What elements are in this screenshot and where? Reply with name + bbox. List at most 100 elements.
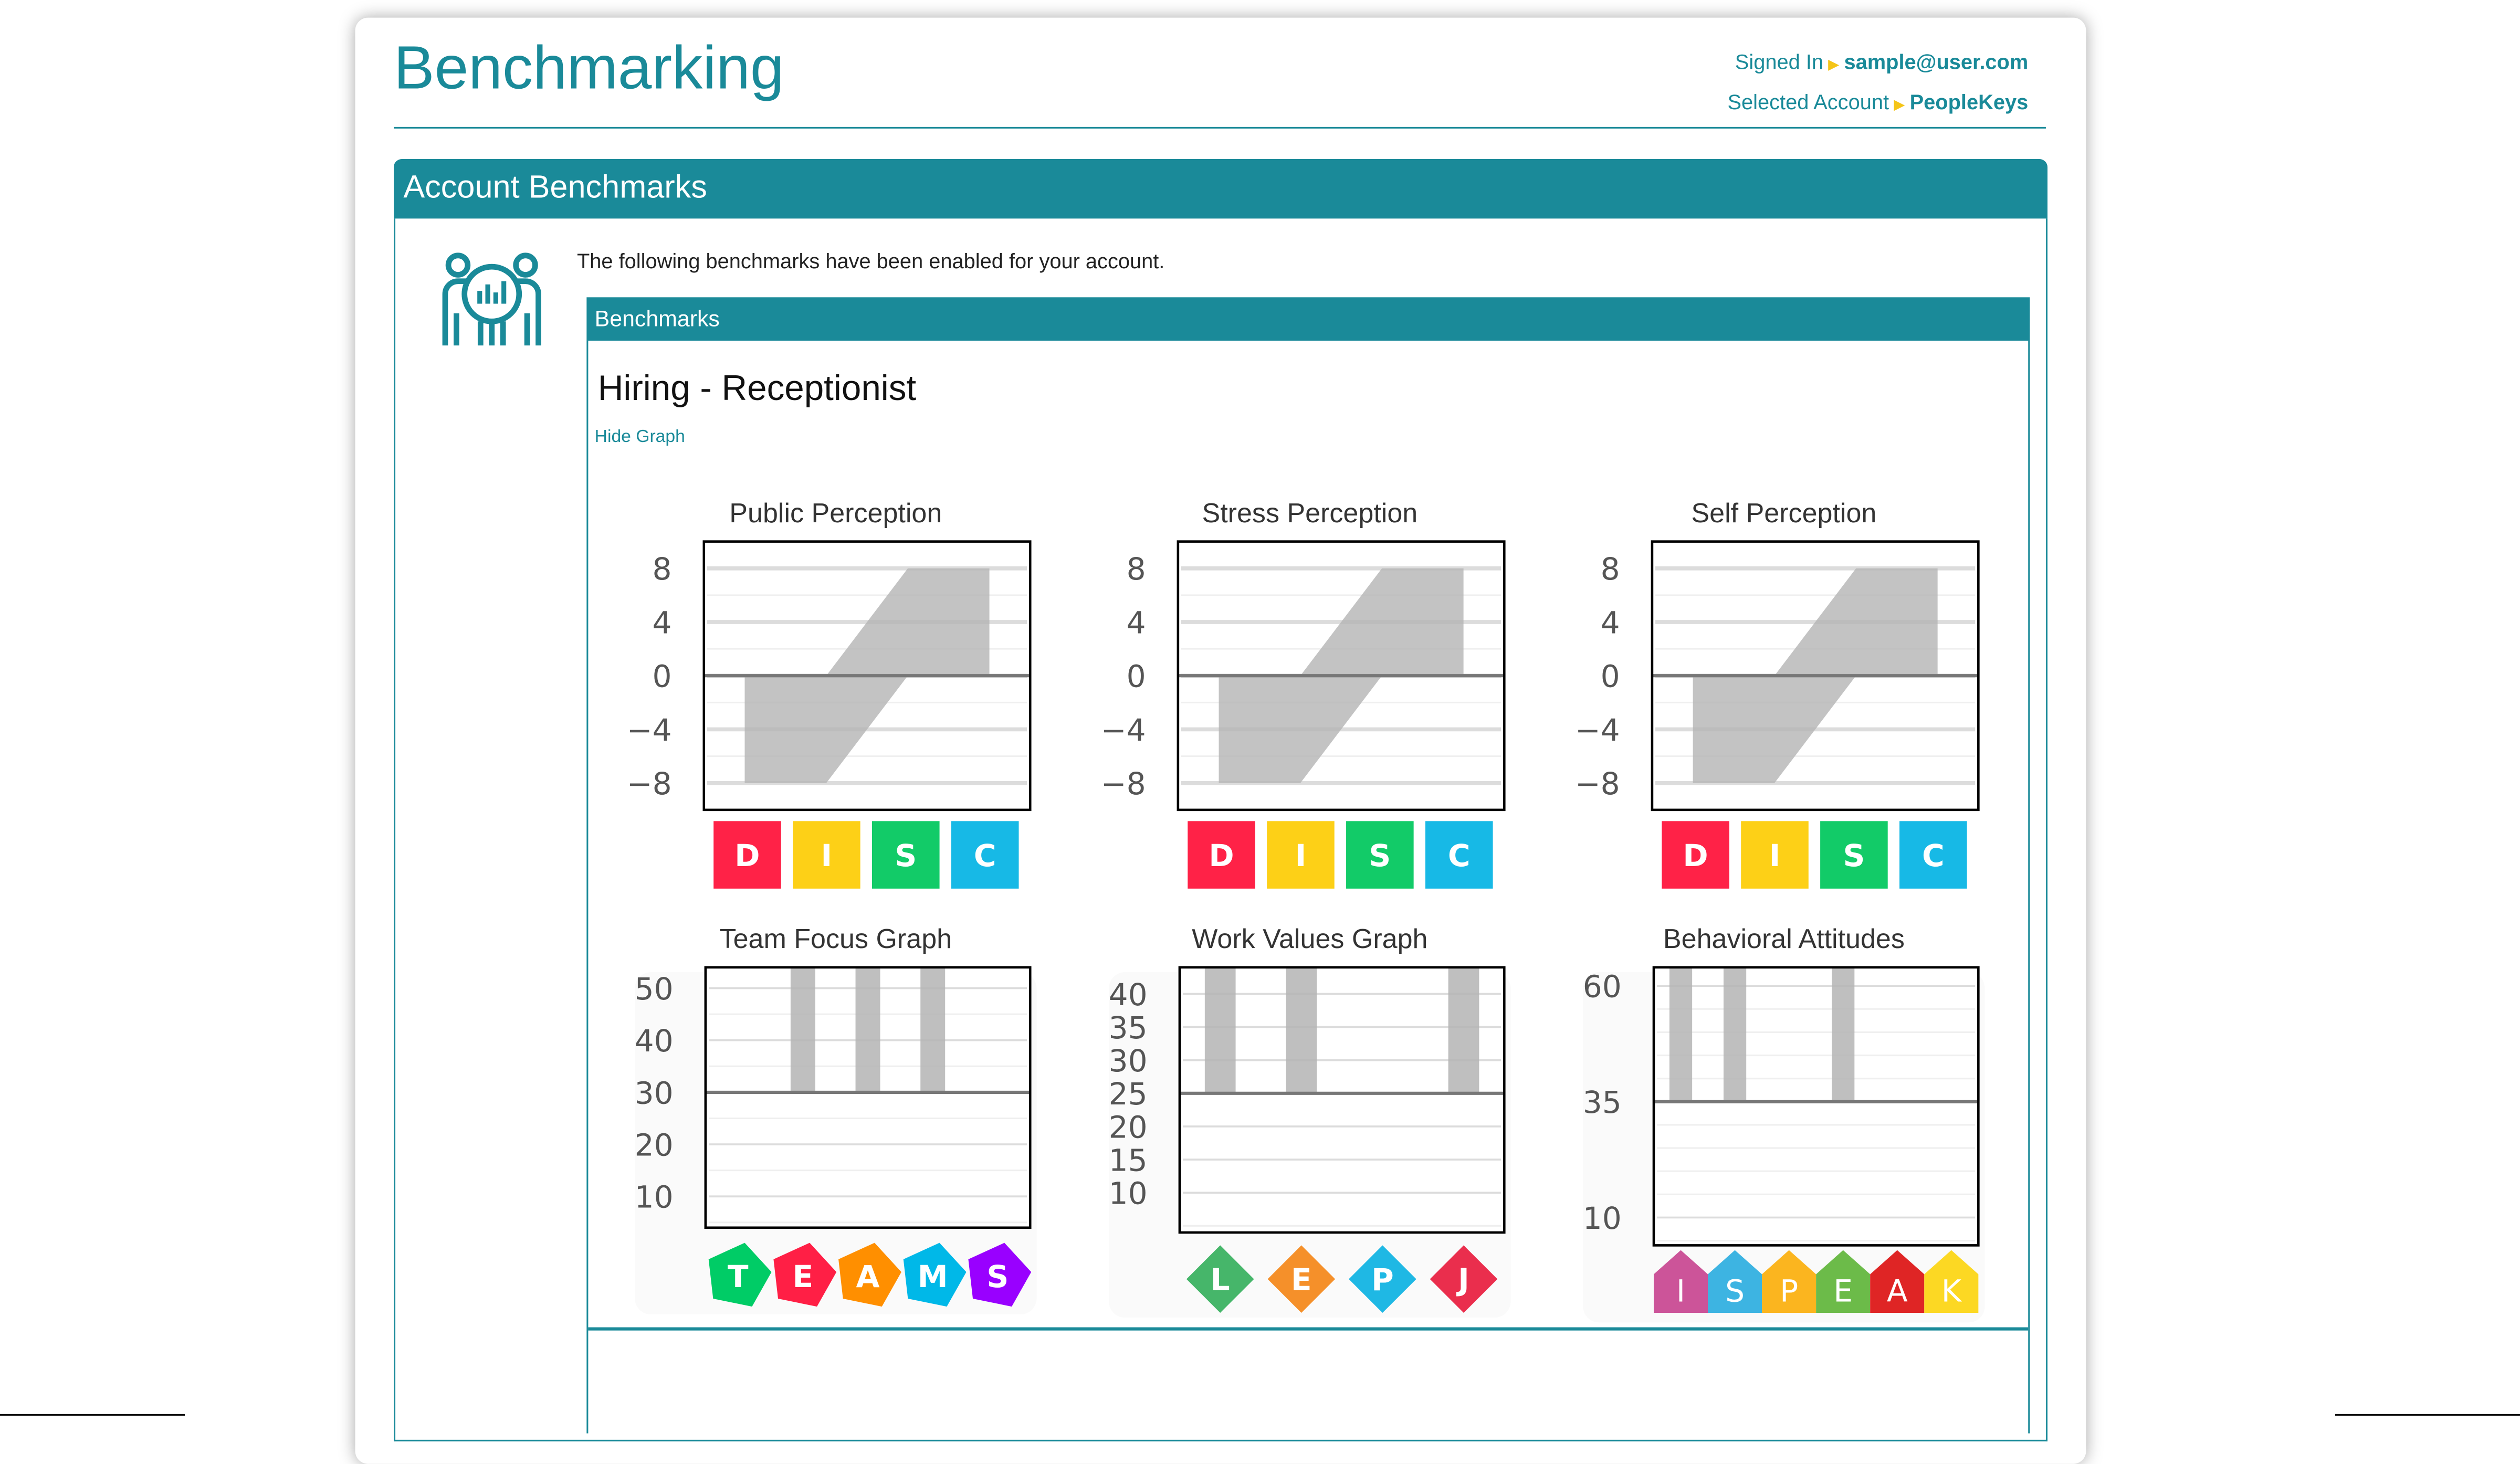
y-tick-label: −8 bbox=[627, 766, 672, 802]
badge-label: L bbox=[1211, 1262, 1230, 1298]
badge-label: E bbox=[793, 1259, 814, 1294]
badge-label: D bbox=[1209, 838, 1234, 873]
badge-S-icon bbox=[1708, 1250, 1762, 1313]
chart-title: Work Values Graph bbox=[1192, 924, 1428, 955]
bar-S bbox=[1723, 967, 1747, 1102]
badge-S-icon bbox=[1346, 821, 1414, 889]
badge-label: S bbox=[1725, 1273, 1745, 1309]
badge-D-icon bbox=[1188, 821, 1255, 889]
benchmarks-body bbox=[586, 340, 2030, 1434]
panel-header: Account Benchmarks bbox=[393, 159, 2048, 219]
chart-title: Stress Perception bbox=[1202, 498, 1418, 529]
chart-svg: 60 35 10 I S P E A K bbox=[1583, 966, 1980, 1313]
y-tick-label: 10 bbox=[1109, 1176, 1148, 1212]
y-tick-label: −4 bbox=[1575, 712, 1620, 748]
badge-I-icon bbox=[793, 821, 860, 889]
chart-title: Public Perception bbox=[729, 498, 942, 529]
bar-E bbox=[1286, 967, 1317, 1093]
y-tick-label: 20 bbox=[635, 1127, 674, 1163]
chart-svg: 8 4 0 −4 −8 D I S C bbox=[627, 540, 1032, 889]
bar-E bbox=[790, 967, 815, 1092]
badge-label: M bbox=[918, 1259, 948, 1294]
y-tick-label: 0 bbox=[1127, 659, 1146, 694]
badge-label: A bbox=[856, 1259, 880, 1294]
divider bbox=[393, 127, 2046, 129]
plot-border bbox=[1178, 966, 1506, 1234]
y-tick-label: −4 bbox=[1101, 712, 1146, 748]
badge-S-icon bbox=[1820, 821, 1888, 889]
plot-border bbox=[1652, 966, 1980, 1247]
bar-J bbox=[1448, 967, 1479, 1093]
badge-P-icon bbox=[1762, 1250, 1816, 1313]
badge-C-icon bbox=[1425, 821, 1493, 889]
arrow-right-icon: ▶ bbox=[1828, 56, 1840, 72]
bar-I bbox=[1669, 967, 1693, 1102]
account-label: Selected Account bbox=[1727, 90, 1889, 114]
badge-label: I bbox=[1769, 838, 1781, 873]
y-tick-label: 8 bbox=[653, 551, 672, 587]
y-tick-label: 35 bbox=[1109, 1010, 1148, 1046]
signed-in-label: Signed In bbox=[1735, 49, 1823, 74]
badge-label: P bbox=[1371, 1262, 1394, 1298]
user-info: Signed In ▶ sample@user.com Selected Accou… bbox=[1728, 44, 2029, 124]
window-edge bbox=[0, 1414, 185, 1416]
badge-label: C bbox=[1922, 838, 1945, 873]
chart-title: Self Perception bbox=[1691, 498, 1877, 529]
benchmark-separator bbox=[588, 1327, 2029, 1331]
panel-description: The following benchmarks have been enabl… bbox=[576, 249, 1165, 273]
badge-label: C bbox=[1448, 838, 1471, 873]
y-tick-label: 4 bbox=[1601, 605, 1620, 640]
badge-label: A bbox=[1887, 1273, 1908, 1309]
y-tick-label: 35 bbox=[1583, 1084, 1622, 1120]
y-tick-label: 25 bbox=[1109, 1076, 1148, 1112]
y-tick-label: −4 bbox=[627, 712, 672, 748]
plot-border bbox=[702, 540, 1032, 812]
team-analytics-icon bbox=[442, 252, 541, 346]
y-tick-label: 8 bbox=[1127, 551, 1146, 587]
badge-label: I bbox=[821, 838, 833, 873]
badge-S-icon bbox=[872, 821, 940, 889]
badge-label: P bbox=[1780, 1273, 1798, 1309]
y-tick-label: 0 bbox=[653, 659, 672, 694]
y-tick-label: 20 bbox=[1109, 1109, 1148, 1145]
badge-E-icon bbox=[773, 1242, 837, 1307]
badge-M-icon bbox=[903, 1242, 967, 1307]
badge-I-icon bbox=[1653, 1250, 1708, 1313]
hide-graph-link[interactable]: Hide Graph bbox=[594, 427, 685, 447]
badge-D-icon bbox=[1662, 821, 1729, 889]
badge-I-icon bbox=[1267, 821, 1335, 889]
y-tick-label: 30 bbox=[1109, 1043, 1148, 1079]
benchmark-title: Hiring - Receptionist bbox=[597, 368, 917, 408]
badge-label: C bbox=[974, 838, 996, 873]
badge-label: I bbox=[1295, 838, 1307, 873]
badge-label: K bbox=[1941, 1273, 1962, 1309]
y-tick-label: −8 bbox=[1575, 766, 1620, 802]
badge-A-icon bbox=[1870, 1250, 1925, 1313]
badge-C-icon bbox=[1899, 821, 1967, 889]
badge-T-icon bbox=[708, 1242, 772, 1307]
y-tick-label: 40 bbox=[635, 1023, 674, 1059]
selected-account[interactable]: PeopleKeys bbox=[1909, 90, 2029, 114]
y-tick-label: 0 bbox=[1601, 659, 1620, 694]
plot-area bbox=[1653, 967, 1979, 1246]
badge-S-icon bbox=[968, 1242, 1032, 1307]
badge-C-icon bbox=[951, 821, 1019, 889]
badge-label: S bbox=[1843, 838, 1865, 873]
badge-label: D bbox=[734, 838, 760, 873]
chart-title: Behavioral Attitudes bbox=[1663, 924, 1905, 955]
y-tick-label: −8 bbox=[1101, 766, 1146, 802]
bar-A bbox=[855, 967, 880, 1092]
page: Benchmarking Signed In ▶ sample@user.com S… bbox=[0, 35, 2520, 1441]
bar-E bbox=[1832, 967, 1855, 1102]
badge-label: T bbox=[728, 1259, 749, 1294]
signed-in-user[interactable]: sample@user.com bbox=[1844, 49, 2029, 74]
badge-E-icon bbox=[1816, 1250, 1871, 1313]
y-tick-label: 4 bbox=[1127, 605, 1146, 640]
window-edge bbox=[2335, 1414, 2520, 1416]
badge-label: E bbox=[1833, 1273, 1853, 1309]
badge-label: I bbox=[1676, 1273, 1685, 1309]
y-tick-label: 8 bbox=[1601, 551, 1620, 587]
badge-label: S bbox=[986, 1259, 1009, 1294]
y-tick-label: 30 bbox=[635, 1075, 674, 1111]
